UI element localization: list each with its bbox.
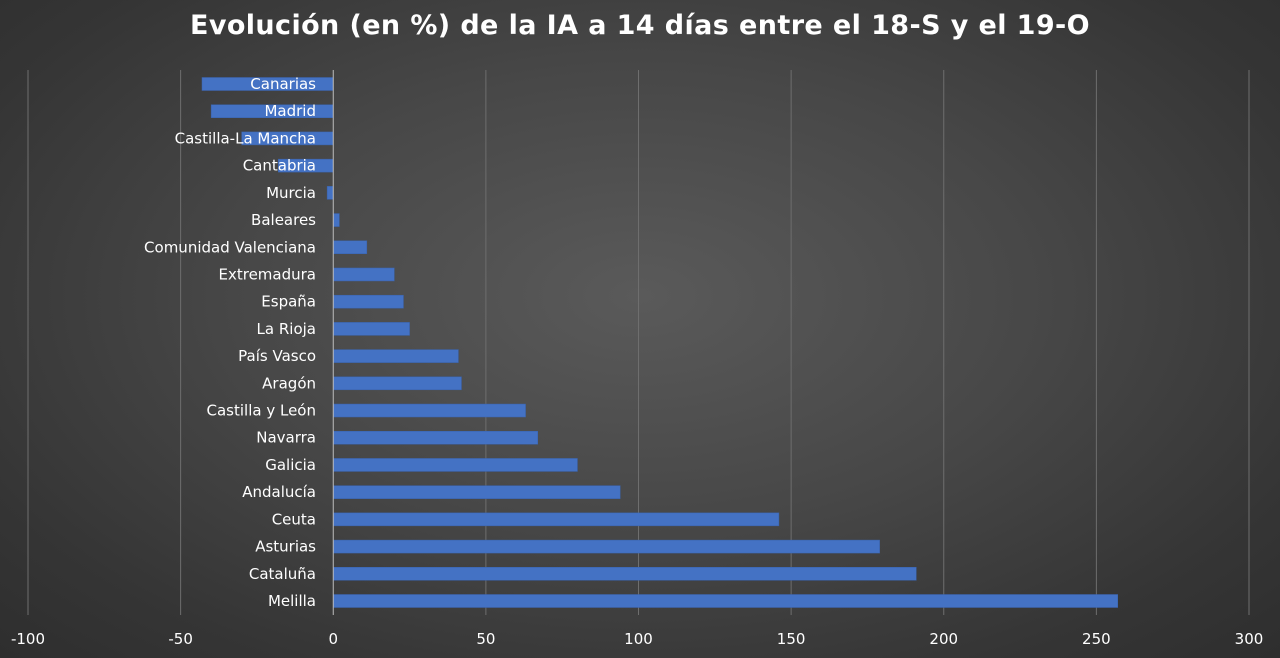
category-label: Madrid xyxy=(264,102,316,120)
x-tick-label: 300 xyxy=(1235,630,1264,648)
chart-title: Evolución (en %) de la IA a 14 días entr… xyxy=(189,10,1091,41)
bar xyxy=(333,322,410,336)
x-tick-label: -100 xyxy=(11,630,45,648)
category-label: Andalucía xyxy=(242,483,316,501)
x-tick-label: -50 xyxy=(168,630,193,648)
bar xyxy=(333,485,621,499)
bar xyxy=(333,349,459,363)
bars xyxy=(201,77,1118,608)
category-label: País Vasco xyxy=(238,347,316,365)
category-label: Baleares xyxy=(251,211,316,229)
bar xyxy=(333,512,780,527)
category-label: España xyxy=(261,293,316,311)
x-tick-label: 100 xyxy=(624,630,653,648)
category-label: Castilla y León xyxy=(207,402,316,420)
category-label: Melilla xyxy=(268,592,316,610)
x-tick-label: 0 xyxy=(328,630,338,648)
bar xyxy=(333,567,917,581)
grid-lines xyxy=(27,70,1250,615)
category-label: Ceuta xyxy=(272,510,316,528)
category-labels: Canarias Madrid Castilla-La Mancha Cantabri… xyxy=(144,75,316,610)
category-label: Navarra xyxy=(256,429,316,447)
x-tick-label: 50 xyxy=(476,630,495,648)
bar xyxy=(333,403,526,418)
bar xyxy=(333,294,404,309)
x-tick-label: 150 xyxy=(777,630,806,648)
bar xyxy=(333,594,1118,608)
bar xyxy=(333,267,395,282)
category-label: Castilla-La Mancha xyxy=(175,129,316,147)
category-label: Cataluña xyxy=(249,565,316,583)
category-label: Galicia xyxy=(265,456,316,474)
bar xyxy=(333,430,539,445)
category-label: Cantabria xyxy=(243,157,316,175)
bar xyxy=(333,458,578,472)
category-label: Aragón xyxy=(262,374,316,392)
category-label: La Rioja xyxy=(257,320,316,338)
category-label: Comunidad Valenciana xyxy=(144,238,316,256)
category-label: Extremadura xyxy=(219,265,317,283)
x-tick-labels: -100 -50 0 50 100 150 200 250 300 xyxy=(11,630,1263,648)
x-tick-label: 250 xyxy=(1082,630,1111,648)
bar xyxy=(333,376,462,391)
category-label: Asturias xyxy=(255,538,316,556)
x-tick-label: 200 xyxy=(929,630,958,648)
bar xyxy=(326,186,334,200)
bar xyxy=(333,240,368,255)
bar xyxy=(333,213,340,227)
bar xyxy=(333,539,880,554)
category-label: Canarias xyxy=(250,75,316,93)
category-label: Murcia xyxy=(266,184,316,202)
